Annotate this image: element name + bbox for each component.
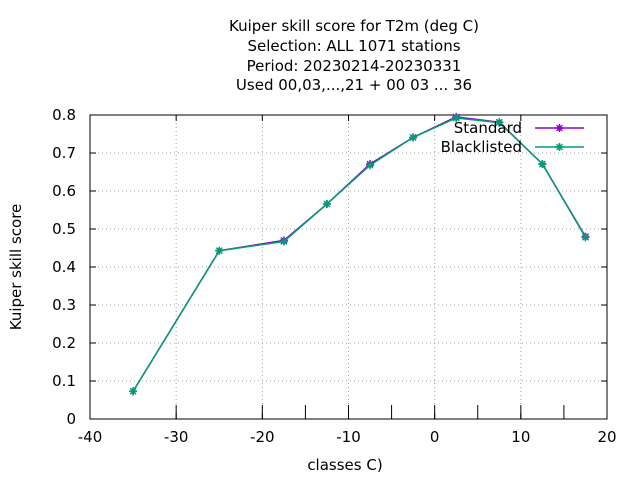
y-tick-label: 0.7 — [52, 144, 76, 162]
y-tick-label: 0 — [66, 410, 76, 428]
data-point-blacklisted — [452, 114, 461, 123]
legend: Standard Blacklisted — [441, 119, 584, 156]
x-tick-label: 0 — [430, 428, 440, 446]
legend-marker-standard — [555, 124, 564, 132]
x-axis-label: classes C) — [307, 456, 382, 474]
x-tick-label: 10 — [511, 428, 530, 446]
data-point-blacklisted — [129, 387, 138, 396]
x-tick-label: 20 — [597, 428, 616, 446]
legend-label-standard: Standard — [454, 119, 522, 137]
series-line-blacklisted — [132, 117, 587, 392]
series-blacklisted — [129, 114, 590, 396]
y-tick-label: 0.4 — [52, 258, 76, 276]
y-tick-label: 0.6 — [52, 182, 76, 200]
legend-label-blacklisted: Blacklisted — [441, 138, 522, 156]
plot-frame — [89, 114, 608, 420]
title-line-3: Period: 20230214-20230331 — [247, 57, 462, 75]
legend-marker-blacklisted — [555, 143, 564, 151]
data-point-blacklisted — [366, 161, 375, 170]
data-series — [129, 112, 590, 396]
x-tick-label: -30 — [164, 428, 189, 446]
y-tick-label: 0.5 — [52, 220, 76, 238]
data-point-blacklisted — [581, 233, 590, 242]
y-tick-label: 0.8 — [52, 106, 76, 124]
y-tick-label: 0.3 — [52, 296, 76, 314]
data-point-blacklisted — [538, 160, 547, 169]
y-tick-label: 0.1 — [52, 372, 76, 390]
data-point-blacklisted — [322, 199, 331, 208]
title-line-2: Selection: ALL 1071 stations — [247, 37, 460, 55]
y-tick-label: 0.2 — [52, 334, 76, 352]
x-tick-label: -20 — [250, 428, 275, 446]
grid — [90, 115, 607, 419]
data-point-blacklisted — [279, 237, 288, 246]
data-point-blacklisted — [215, 246, 224, 255]
title-line-4: Used 00,03,...,21 + 00 03 ... 36 — [236, 76, 472, 94]
data-point-blacklisted — [495, 118, 504, 127]
data-point-blacklisted — [409, 133, 418, 142]
series-line-standard — [132, 116, 587, 392]
title-line-1: Kuiper skill score for T2m (deg C) — [229, 17, 479, 35]
y-axis-label: Kuiper skill score — [7, 204, 25, 331]
tick-labels: -40 -30 -20 -10 0 10 20 0 0.1 0.2 0.3 0.4 0.5 0.6 0.7 0… — [52, 106, 616, 446]
x-tick-label: -10 — [336, 428, 361, 446]
x-tick-label: -40 — [78, 428, 103, 446]
chart-title: Kuiper skill score for T2m (deg C) Selec… — [229, 17, 479, 94]
